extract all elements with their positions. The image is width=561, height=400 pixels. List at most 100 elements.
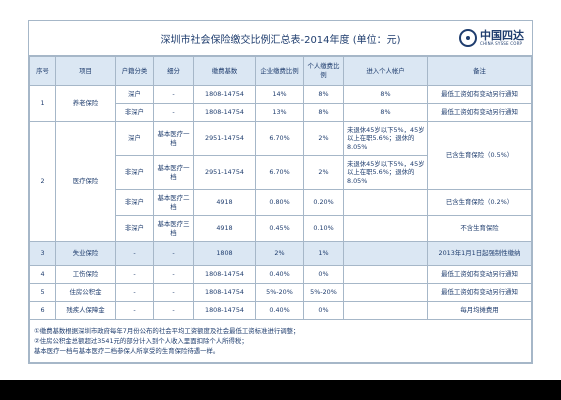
cell-base: 2951-14754 (193, 155, 256, 190)
cell-sub: 基本医疗一档 (153, 155, 194, 190)
logo-icon (459, 29, 477, 47)
cell-account: 8% (343, 103, 428, 122)
cell-personal: 1% (303, 241, 344, 266)
cell-company: 5%-20% (255, 283, 304, 302)
cell-no: 6 (29, 301, 56, 320)
title-row: 深圳市社会保险缴交比例汇总表-2014年度 (单位：元) 中国四达 CHINA … (29, 21, 532, 56)
cell-personal: 2% (303, 155, 344, 190)
cell-remark: 每月均摊费用 (427, 301, 532, 320)
table-row: 非深户 基本医疗一档 2951-14754 6.70% 2% 未退休45岁以下5… (30, 155, 532, 190)
cell-company: 6.70% (255, 121, 304, 156)
cell-no: 3 (29, 241, 56, 266)
cell-remark: 已含生育保险（0.2%） (427, 189, 532, 216)
cell-remark: 不含生育保险 (427, 215, 532, 242)
cell-personal: 0% (303, 265, 344, 284)
header-remark: 备注 (427, 56, 532, 86)
cell-base: 1808-14754 (193, 283, 256, 302)
notes-cell: ①缴费基数根据深圳市政府每年7月份公布的社会平均工资额度及社会最低工资标准进行调… (29, 319, 532, 363)
cell-sub: - (153, 283, 194, 302)
cell-no: 1 (29, 85, 56, 122)
cell-account (343, 241, 428, 266)
cell-remark: 2013年1月1日起强制性缴纳 (427, 241, 532, 266)
cell-hukou: - (115, 283, 154, 302)
header-base: 缴费基数 (193, 56, 256, 86)
cell-sub: 基本医疗一档 (153, 121, 194, 156)
cell-hukou: - (115, 301, 154, 320)
header-account: 进入个人帐户 (343, 56, 428, 86)
cell-account (343, 265, 428, 284)
note-line: ①缴费基数根据深圳市政府每年7月份公布的社会平均工资额度及社会最低工资标准进行调… (34, 326, 300, 335)
cell-company: 14% (255, 85, 304, 104)
cell-account (343, 215, 428, 242)
cell-personal: 0% (303, 301, 344, 320)
cell-hukou: 深户 (115, 85, 154, 104)
cell-base: 2951-14754 (193, 121, 256, 156)
cell-company: 0.40% (255, 265, 304, 284)
table-header-row: 序号 项目 户籍分类 细分 缴费基数 企业缴费比例 个人缴费比例 进入个人帐户 … (29, 56, 532, 86)
note-line: ②住房公积金总额超过3541元的部分计入到个人收入里面扣除个人所得税； (34, 336, 248, 345)
page-title: 深圳市社会保险缴交比例汇总表-2014年度 (单位：元) (160, 34, 401, 46)
cell-base: 4918 (193, 215, 256, 242)
table-row: 非深户 基本医疗三档 4918 0.45% 0.10% 不含生育保险 (30, 215, 532, 242)
cell-company: 6.70% (255, 155, 304, 190)
insurance-table: 序号 项目 户籍分类 细分 缴费基数 企业缴费比例 个人缴费比例 进入个人帐户 … (29, 56, 532, 363)
header-company: 企业缴费比例 (255, 56, 304, 86)
cell-account: 未退休45岁以下5%，45岁以上在职5.6%；退休的8.05% (343, 155, 428, 190)
cell-account: 未退休45岁以下5%，45岁以上在职5.6%；退休的8.05% (343, 121, 428, 156)
table-row: 4 工伤保险 - - 1808-14754 0.40% 0% 最低工资如有变动另… (29, 265, 532, 284)
cell-sub: - (153, 103, 194, 122)
cell-company: 0.80% (255, 189, 304, 216)
cell-sub: 基本医疗三档 (153, 215, 194, 242)
cell-base: 4918 (193, 189, 256, 216)
table-row: 非深户 基本医疗二档 4918 0.80% 0.20% 已含生育保险（0.2%） (30, 189, 532, 216)
header-personal: 个人缴费比例 (303, 56, 344, 86)
cell-hukou: 非深户 (115, 215, 154, 242)
logo-cn: 中国四达 (480, 29, 524, 42)
cell-hukou: 非深户 (115, 189, 154, 216)
cell-remark: 最低工资如有变动另行通知 (427, 85, 532, 104)
logo-en: CHINA SYSSE CORP (480, 41, 523, 46)
cell-personal: 0.20% (303, 189, 344, 216)
cell-personal: 0.10% (303, 215, 344, 242)
cell-item: 失业保险 (55, 241, 116, 266)
cell-hukou: 非深户 (115, 155, 154, 190)
cell-base: 1808 (193, 241, 256, 266)
cell-base: 1808-14754 (193, 103, 256, 122)
table-row: 3 失业保险 - - 1808 2% 1% 2013年1月1日起强制性缴纳 (29, 241, 532, 266)
header-hukou: 户籍分类 (115, 56, 154, 86)
header-no: 序号 (29, 56, 56, 86)
cell-sub: - (153, 85, 194, 104)
cell-no: 4 (29, 265, 56, 284)
cell-company: 0.45% (255, 215, 304, 242)
cell-personal: 8% (303, 103, 344, 122)
cell-no: 5 (29, 283, 56, 302)
cell-item: 医疗保险 (55, 121, 116, 242)
cell-no: 2 (29, 121, 56, 242)
cell-remark: 最低工资如有变动另行通知 (427, 103, 532, 122)
cell-sub: - (153, 241, 194, 266)
table-row: 5 住房公积金 - - 1808-14754 5%-20% 5%-20% 最低工… (29, 283, 532, 302)
company-logo: 中国四达 CHINA SYSSE CORP (459, 26, 524, 50)
bottom-bar (0, 380, 561, 400)
cell-account (343, 189, 428, 216)
cell-personal: 2% (303, 121, 344, 156)
cell-sub: - (153, 301, 194, 320)
cell-account (343, 301, 428, 320)
cell-remark: 已含生育保险（0.5%） (427, 121, 532, 190)
note-line: 基本医疗一档与基本医疗二档参保人所享受的生育保险待遇一样。 (34, 347, 220, 356)
cell-company: 2% (255, 241, 304, 266)
header-sub: 细分 (153, 56, 194, 86)
cell-hukou: - (115, 265, 154, 284)
cell-company: 13% (255, 103, 304, 122)
cell-item: 工伤保险 (55, 265, 116, 284)
header-item: 项目 (55, 56, 116, 86)
cell-remark: 最低工资如有变动另行通知 (427, 265, 532, 284)
cell-hukou: - (115, 241, 154, 266)
table-row: 6 残疾人保障金 - - 1808-14754 0.40% 0% 每月均摊费用 (29, 301, 532, 320)
cell-sub: 基本医疗二档 (153, 189, 194, 216)
cell-company: 0.40% (255, 301, 304, 320)
table-row: 2 医疗保险 深户 基本医疗一档 2951-14754 6.70% 2% 未退休… (29, 121, 532, 242)
cell-sub: - (153, 265, 194, 284)
cell-account (343, 283, 428, 302)
cell-base: 1808-14754 (193, 85, 256, 104)
